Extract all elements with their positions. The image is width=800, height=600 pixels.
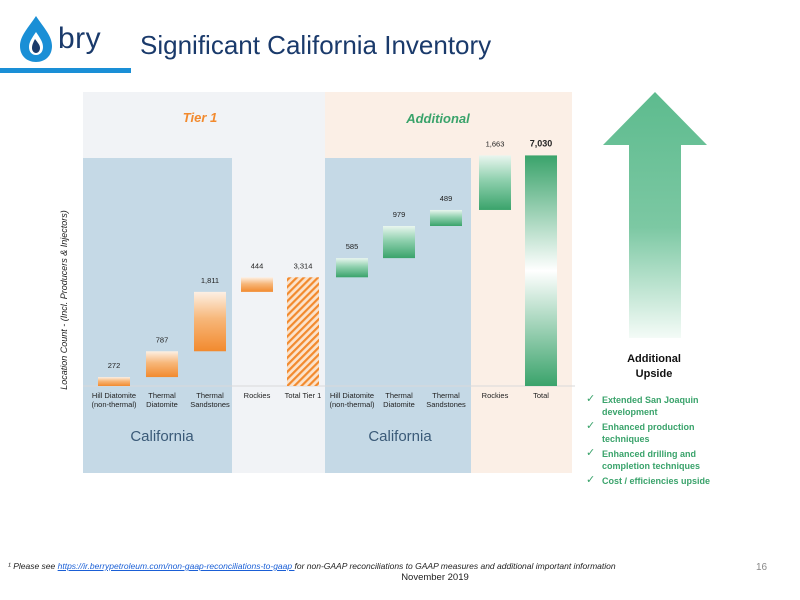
non-gaap-link[interactable]: https://ir.berrypetroleum.com/non-gaap-r…	[57, 561, 295, 571]
upside-title-line-1: Additional	[627, 353, 681, 365]
group-label-additional: Additional	[405, 111, 470, 126]
bar	[430, 209, 462, 227]
category-label: Thermal Sandstones	[190, 391, 230, 409]
check-icon: ✓	[586, 446, 596, 459]
category-label: Thermal Diatomite	[146, 391, 178, 409]
bar-value-label: 444	[251, 261, 264, 270]
category-label: Rockies	[482, 391, 509, 400]
region-label-california-2: California	[368, 428, 432, 445]
category-label: Thermal Sandstones	[426, 391, 466, 409]
drop-icon	[20, 16, 52, 62]
bar	[336, 258, 368, 278]
check-icon: ✓	[586, 419, 596, 432]
upside-item: ✓ Cost / efficiencies upside	[586, 473, 711, 487]
upside-title-line-2: Upside	[635, 368, 673, 380]
category-label: Rockies	[244, 391, 271, 400]
bar	[194, 291, 226, 352]
bar-value-label: 1,811	[201, 276, 219, 285]
check-icon: ✓	[586, 392, 596, 405]
bar-value-label: 7,030	[530, 138, 553, 148]
category-label: Hill Diatomite (non-thermal)	[329, 391, 375, 409]
bar-value-label: 585	[346, 242, 359, 251]
category-label: Total Tier 1	[285, 391, 322, 400]
bar-value-label: 787	[156, 335, 169, 344]
bar	[241, 277, 273, 292]
bar	[287, 277, 319, 386]
bar	[525, 155, 557, 386]
upside-item: ✓ Enhanced drilling and completion techni…	[586, 446, 701, 472]
upside-list: ✓ Extended San Joaquin development ✓ Enhan…	[586, 392, 726, 490]
page-number: 16	[756, 562, 768, 573]
category-label: Thermal Diatomite	[383, 391, 415, 409]
upside-item: ✓ Enhanced production techniques	[586, 419, 695, 445]
y-axis-label: Location Count - (Incl. Producers & Inje…	[59, 210, 69, 390]
bar-value-label: 3,314	[294, 261, 313, 270]
upside-title: Additional Upside	[590, 352, 718, 382]
upside-item: ✓ Extended San Joaquin development	[586, 392, 699, 418]
category-label: Total	[533, 391, 549, 400]
footer-date: November 2019	[401, 572, 469, 583]
california-region-2	[325, 158, 471, 473]
category-label: Hill Diatomite (non-thermal)	[91, 391, 137, 409]
check-icon: ✓	[586, 473, 596, 486]
bar-value-label: 979	[393, 210, 406, 219]
bar	[146, 351, 178, 378]
group-label-tier1: Tier 1	[183, 110, 217, 125]
brand-logo-text: bry	[58, 22, 102, 55]
region-label-california-1: California	[130, 428, 194, 445]
page-title: Significant California Inventory	[140, 30, 492, 60]
brand-accent-bar	[0, 68, 131, 73]
brand-logo	[20, 16, 52, 62]
bar	[98, 377, 130, 386]
upside-arrow-icon	[603, 92, 707, 338]
bar	[383, 226, 415, 259]
bar-value-label: 272	[108, 361, 121, 370]
footnote: ¹ Please see https://ir.berrypetroleum.c…	[8, 561, 616, 571]
bar	[479, 155, 511, 210]
bar-value-label: 489	[440, 194, 453, 203]
bar-value-label: 1,663	[486, 139, 505, 148]
